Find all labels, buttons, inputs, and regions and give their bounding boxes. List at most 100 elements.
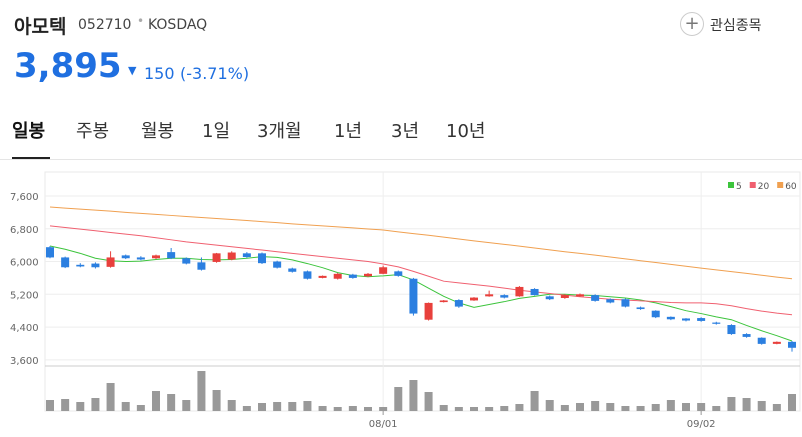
volume-bar (61, 399, 70, 411)
volume-bar (591, 401, 600, 411)
volume-bar (348, 406, 357, 411)
candle-body (560, 295, 569, 298)
volume-bar (788, 394, 796, 411)
volume-bar (500, 406, 509, 411)
volume-bar (258, 403, 266, 411)
legend-swatch (749, 182, 756, 188)
volume-bar (152, 391, 160, 411)
candle-body (454, 300, 463, 307)
volume-bar (242, 406, 251, 411)
tab[interactable]: 월봉 (141, 121, 175, 142)
candle-body (651, 310, 660, 318)
volume-bar (424, 392, 433, 411)
dot: • (137, 14, 145, 28)
volume-bar (772, 404, 781, 411)
volume-bar (409, 380, 418, 411)
candle-body (136, 257, 145, 260)
volume-bar (485, 407, 494, 411)
candle-body (409, 278, 418, 314)
tab[interactable]: 1일 (202, 121, 231, 142)
volume-bar (712, 406, 721, 411)
candle-body (258, 253, 266, 264)
candle-body (545, 296, 554, 300)
candle-body (772, 341, 781, 344)
volume-bar (167, 394, 176, 411)
candle-body (76, 264, 85, 267)
watch-icon[interactable]: + (680, 12, 704, 36)
tab[interactable]: 1년 (334, 121, 363, 142)
volume-bar (106, 383, 115, 411)
tab[interactable]: 일봉 (12, 121, 46, 142)
candle-body (333, 273, 342, 279)
candle-body (530, 288, 539, 296)
candle-body (197, 262, 206, 270)
tab[interactable]: 10년 (446, 121, 486, 142)
tab-underline (12, 157, 50, 159)
candle-body (379, 267, 388, 274)
tab[interactable]: 3개월 (257, 121, 302, 142)
volume-bar (560, 405, 569, 411)
tab[interactable]: 주봉 (76, 121, 110, 142)
volume-bar (46, 400, 54, 411)
volume-bar (394, 387, 403, 411)
legend-label: 60 (785, 182, 797, 192)
volume-bar (757, 401, 766, 411)
candle-body (591, 295, 600, 301)
candle-body (424, 302, 433, 320)
candle-body (394, 271, 403, 276)
candle-body (682, 318, 690, 321)
candle-body (636, 307, 645, 310)
volume-bar (136, 405, 145, 411)
x-tick-label: 08/01 (369, 419, 398, 430)
candle-body (61, 257, 70, 268)
x-tick-label: 09/02 (687, 419, 716, 430)
volume-bar (333, 407, 342, 411)
volume-bar (742, 398, 751, 411)
volume-bar (682, 403, 690, 411)
change-pct: (-3.71%) (180, 64, 250, 83)
candle-body (621, 299, 630, 307)
y-tick-label: 6,000 (10, 258, 39, 269)
candle-body (273, 261, 282, 268)
volume-bar (606, 403, 615, 411)
candle-body (121, 255, 130, 259)
volume-bar (666, 400, 675, 411)
candle-body (46, 247, 54, 258)
volume-bar (379, 407, 388, 411)
volume-bar (227, 400, 236, 411)
candle-body (742, 334, 751, 337)
y-tick-label: 6,800 (10, 225, 39, 236)
tabs: 일봉 주봉 월봉 1일 3개월 1년 3년 10년 (12, 117, 506, 143)
candle-body (788, 341, 796, 348)
candle-body (606, 299, 615, 303)
price: 3,895 (14, 46, 122, 86)
candle-body (182, 258, 191, 264)
legend-swatch (777, 182, 784, 188)
stock-code: 052710 (78, 17, 132, 33)
ma-line (49, 225, 793, 316)
candle-body (227, 252, 236, 260)
candle-body (212, 253, 221, 262)
candle-body (757, 337, 766, 344)
candle-body (318, 275, 327, 278)
watch-button[interactable]: 관심종목 (710, 18, 762, 34)
candle-body (515, 286, 524, 297)
candle-body (697, 318, 706, 321)
volume-bar (576, 403, 584, 411)
volume-bar (364, 407, 372, 411)
candle-body (666, 316, 675, 320)
stock-name: 아모텍 (14, 16, 67, 38)
legend-label: 20 (758, 182, 770, 192)
y-tick-label: 7,600 (10, 192, 39, 203)
candle-body (288, 268, 297, 272)
volume-bar (515, 404, 524, 411)
volume-bar (697, 403, 706, 411)
volume-bar (121, 402, 130, 411)
legend-swatch (728, 182, 734, 188)
legend-label: 5 (736, 182, 742, 192)
volume-bar (439, 405, 448, 411)
candle-body (470, 297, 478, 301)
volume-bar (636, 406, 645, 411)
tab[interactable]: 3년 (391, 121, 420, 142)
